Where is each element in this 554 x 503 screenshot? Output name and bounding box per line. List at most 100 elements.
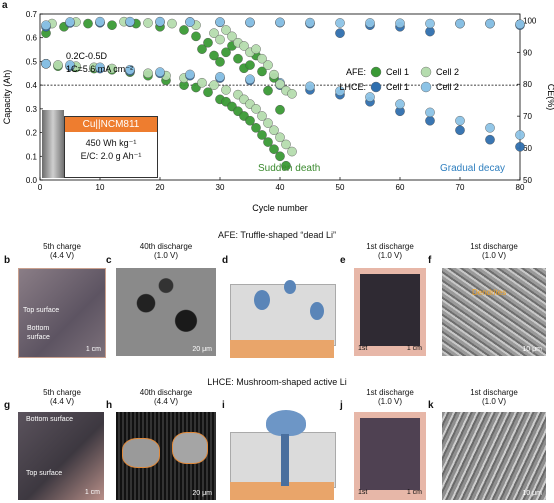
capacity-point — [143, 68, 153, 79]
ce-point — [335, 28, 345, 38]
capacity-point — [485, 123, 495, 133]
capacity-point — [485, 134, 495, 145]
capacity-point — [215, 72, 225, 82]
capacity-point — [185, 69, 195, 80]
panel-f-scale: 10 μm — [522, 346, 542, 353]
panel-k-sem: 10 μm — [442, 412, 546, 500]
ce-point — [125, 16, 135, 27]
ce-point — [263, 85, 273, 96]
capacity-point — [263, 118, 273, 128]
ce-point — [515, 19, 525, 30]
y-left-tick-label: 0.6 — [26, 34, 38, 43]
capacity-point — [269, 125, 279, 135]
y-left-tick-label: 0.1 — [26, 152, 38, 161]
panel-c-letter: c — [106, 255, 112, 266]
panel-e-photo: 1st 1 cm — [354, 268, 426, 356]
ce-point — [95, 16, 105, 27]
ce-point — [155, 16, 165, 27]
capacity-point — [305, 81, 315, 92]
panel-g-caption-2: (4.4 V) — [49, 397, 74, 406]
capacity-point — [281, 139, 291, 150]
sudden-death-annotation: Sudden death — [258, 163, 320, 174]
x-tick-label: 60 — [396, 183, 405, 192]
ce-point — [275, 79, 285, 90]
y-left-tick-label: 0.7 — [26, 10, 38, 19]
capacity-point — [515, 141, 525, 152]
panel-g-caption-1: 5th charge — [43, 388, 81, 397]
c-rate-text: 1C=5.6 mA cm⁻² — [66, 64, 133, 74]
panel-b-bottom-label-1: Bottom — [27, 325, 50, 332]
legend-lhce: LHCE: — [339, 82, 366, 92]
panel-c-scale: 20 μm — [192, 346, 212, 353]
cell-spec-box: Cu||NCM811 450 Wh kg⁻¹ E/C: 2.0 g Ah⁻¹ — [64, 116, 158, 178]
panel-f-caption-1: 1st discharge — [470, 242, 518, 251]
legend-afe-cell2: Cell 2 — [436, 67, 459, 77]
y-left-tick-label: 0.5 — [26, 57, 38, 66]
ce-point — [251, 44, 261, 54]
legend-marker-lhce-2 — [420, 81, 432, 93]
ce-point — [143, 18, 153, 28]
panel-g-top-label: Top surface — [26, 470, 63, 477]
ce-point — [263, 60, 273, 70]
capacity-point — [95, 62, 105, 73]
capacity-point — [65, 60, 75, 70]
y-left-tick-label: 0.2 — [26, 129, 38, 138]
panel-b-letter: b — [4, 255, 11, 266]
x-tick-label: 20 — [156, 183, 165, 192]
ce-point — [335, 18, 345, 28]
afe-row-title: AFE: Truffle-shaped “dead Li” — [218, 230, 336, 240]
legend-marker-afe-1 — [370, 66, 382, 78]
ce-point — [197, 44, 207, 54]
ce-point — [167, 18, 177, 29]
panel-j-photo: 1st 1 cm — [354, 412, 426, 500]
cell-label: Cu||NCM811 — [65, 117, 157, 132]
lhce-row-title: LHCE: Mushroom-shaped active Li — [207, 377, 347, 387]
panel-j-letter: j — [340, 400, 343, 411]
capacity-point — [257, 130, 267, 140]
capacity-point — [395, 99, 405, 109]
panel-i-letter: i — [222, 400, 225, 411]
panel-h-caption-2: (4.4 V) — [153, 397, 178, 406]
legend-afe: AFE: — [346, 67, 366, 77]
ce-point — [215, 17, 225, 27]
capacity-point — [281, 160, 291, 171]
panel-c-sem: 20 μm — [116, 268, 216, 356]
y-left-tick-label: 0.3 — [26, 105, 38, 114]
capacity-point — [155, 67, 165, 77]
panel-e-tag: 1st — [358, 345, 368, 352]
y-right-tick-label: 60 — [523, 144, 532, 153]
panel-b-bottom-label-2: surface — [27, 334, 50, 341]
ce-point — [275, 104, 285, 115]
panel-g-scale: 1 cm — [84, 489, 100, 496]
ce-point — [257, 66, 267, 77]
panel-b-top-label: Top surface — [23, 307, 60, 314]
capacity-point — [257, 111, 267, 121]
ce-point — [257, 53, 267, 64]
ce-point — [227, 31, 237, 42]
panel-a-letter: a — [2, 0, 8, 11]
ce-point — [239, 41, 249, 51]
ce-point — [65, 17, 75, 27]
panel-d-schematic — [226, 262, 342, 362]
ce-point — [269, 69, 279, 80]
capacity-point — [221, 85, 231, 95]
panel-e-scale: 1 cm — [406, 345, 422, 352]
panel-b-caption-1: 5th charge — [43, 242, 81, 251]
panel-k-scale: 10 μm — [522, 490, 542, 497]
y-right-axis-label: CE(%) — [546, 84, 554, 111]
panel-f-letter: f — [428, 255, 432, 266]
capacity-point — [335, 86, 345, 96]
capacity-point — [455, 115, 465, 126]
y-right-tick-label: 70 — [523, 112, 532, 121]
capacity-ce-chart: 0 10 20 30 40 50 60 70 80 0.0 0.1 0.2 0.3 0.4 0.5 0.6 0… — [2, 10, 554, 213]
pouch-cell-photo — [42, 110, 64, 178]
ce-point — [221, 47, 231, 58]
y-left-tick-label: 0.4 — [26, 81, 38, 90]
panel-c-caption-1: 40th discharge — [139, 242, 193, 251]
panel-j-caption-2: (1.0 V) — [377, 397, 402, 406]
panel-i-schematic — [226, 404, 342, 502]
panel-e-caption-1: 1st discharge — [366, 242, 414, 251]
ce-point — [83, 18, 93, 29]
legend-lhce-cell1: Cell 1 — [386, 82, 409, 92]
capacity-point — [287, 146, 297, 157]
